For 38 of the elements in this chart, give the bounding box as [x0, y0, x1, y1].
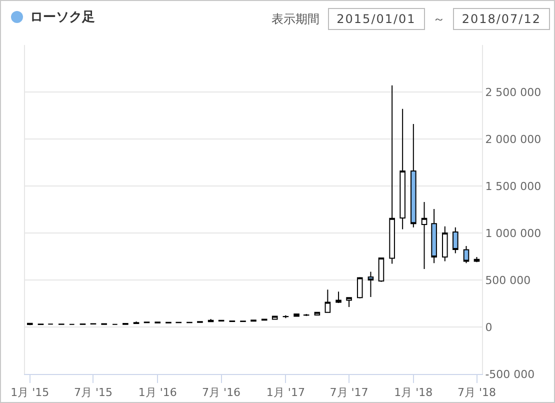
x-tick-label: 1月 '18 — [394, 386, 433, 400]
candlestick — [452, 226, 458, 254]
candlestick — [250, 319, 256, 322]
y-tick-label: 0 — [485, 320, 492, 334]
candlestick — [346, 296, 352, 308]
text: 2018/07/12 — [452, 8, 550, 30]
legend-label: ローソク足 — [30, 9, 95, 26]
candlestick — [463, 245, 470, 264]
x-tick-label: 1月 '15 — [10, 386, 50, 400]
x-tick-label: 7月 '18 — [457, 386, 496, 400]
y-tick-label: 1 500 000 — [485, 180, 542, 193]
candlestick — [389, 84, 395, 264]
candlestick — [421, 201, 428, 270]
text: 表示期間 — [272, 10, 320, 28]
candlestick — [324, 289, 331, 314]
y-tick-label: 1 000 000 — [485, 226, 542, 240]
candlestick — [368, 271, 374, 298]
x-tick-label: 7月 '15 — [74, 386, 113, 400]
x-tick-label: 1月 '17 — [266, 386, 305, 400]
candlestick — [378, 256, 384, 282]
x-tick-label: 1月 '16 — [138, 386, 177, 400]
text: ～ — [432, 10, 445, 28]
candlestick — [133, 320, 140, 324]
y-tick-label: -500 000 — [485, 368, 535, 381]
candlestick — [400, 108, 406, 230]
candlestick — [356, 276, 363, 299]
y-tick-label: 2 000 000 — [485, 132, 542, 146]
candlestick — [336, 291, 342, 304]
candlestick — [410, 123, 416, 228]
text: 2015/01/01 — [328, 8, 425, 30]
y-tick-label: 500 000 — [485, 274, 531, 287]
candlestick — [442, 226, 448, 262]
candlestick — [431, 208, 437, 264]
candlestick — [294, 313, 300, 317]
x-tick-label: 7月 '16 — [202, 386, 241, 400]
candlestick — [272, 316, 278, 320]
x-tick-label: 7月 '17 — [330, 386, 368, 400]
y-tick-label: 2 500 000 — [485, 86, 542, 99]
